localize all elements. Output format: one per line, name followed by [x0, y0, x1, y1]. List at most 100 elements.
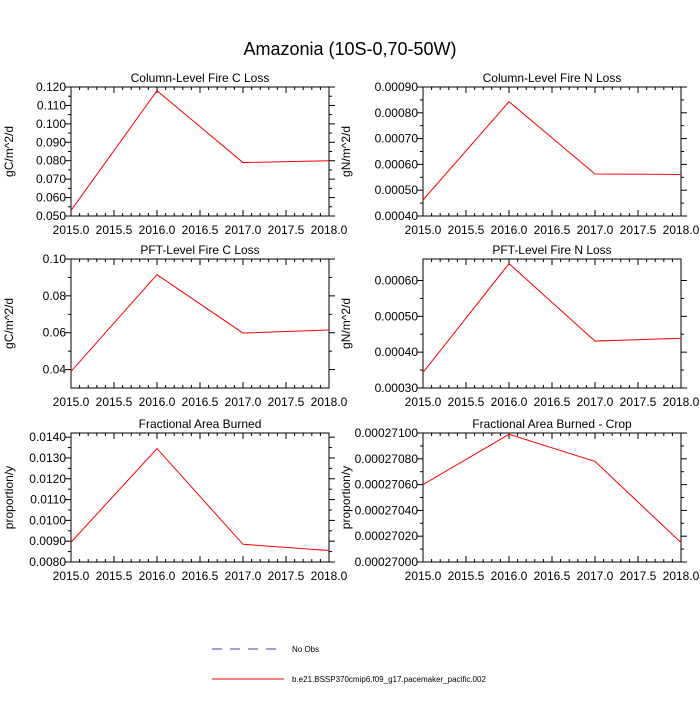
x-tick-label: 2015.5: [96, 395, 133, 409]
legend-model-label: b.e21.BSSP370cmip6.f09_g17.pacemaker_pac…: [292, 675, 486, 684]
y-tick-label: 0.110: [37, 98, 66, 112]
x-tick-label: 2018.0: [663, 395, 700, 409]
chart-panel-3: PFT-Level Fire C Loss gC/m^2/d 2015.0 2015.…: [2, 243, 348, 409]
series-line: [423, 434, 681, 542]
chart-panel-1: Column-Level Fire C Loss gC/m^2/d 2015.0 20…: [2, 71, 348, 237]
y-tick-label: 0.060: [36, 191, 66, 205]
x-tick-label: 2015.5: [448, 395, 485, 409]
x-tick-label: 2017.0: [577, 223, 614, 237]
plot-frame: [71, 259, 329, 388]
series-line: [71, 275, 329, 372]
x-tick-label: 2016.5: [182, 395, 219, 409]
x-tick-label: 2016.0: [139, 569, 176, 583]
x-tick-label: 2015.0: [53, 223, 90, 237]
legend: No Obs b.e21.BSSP370cmip6.f09_g17.pacema…: [212, 645, 486, 684]
x-tick-label: 2015.0: [405, 223, 442, 237]
y-axis-label: gN/m^2/d: [339, 298, 353, 349]
y-axis-label: proportion/y: [2, 466, 16, 529]
x-tick-label: 2017.0: [577, 569, 614, 583]
x-tick-label: 2017.5: [268, 223, 305, 237]
x-tick-label: 2016.5: [182, 569, 219, 583]
x-tick-label: 2017.5: [268, 395, 305, 409]
chart-panel-4: PFT-Level Fire N Loss gN/m^2/d 2015.0 2015.…: [339, 243, 700, 409]
x-tick-label: 2017.0: [225, 569, 262, 583]
x-tick-label: 2016.5: [534, 223, 571, 237]
x-tick-label: 2017.5: [268, 569, 305, 583]
y-tick-label: 0.0120: [29, 472, 66, 486]
y-tick-label: 0.00027080: [355, 452, 419, 466]
x-tick-label: 2015.0: [53, 569, 90, 583]
y-tick-label: 0.00090: [375, 80, 419, 94]
y-tick-label: 0.120: [36, 80, 66, 94]
plot-frame: [71, 87, 329, 216]
x-tick-label: 2015.0: [53, 395, 90, 409]
x-tick-label: 2016.0: [139, 223, 176, 237]
x-tick-label: 2016.0: [491, 223, 528, 237]
y-tick-label: 0.00027060: [355, 478, 419, 492]
series-line: [71, 91, 329, 211]
x-tick-label: 2017.0: [225, 223, 262, 237]
chart-title: Fractional Area Burned: [139, 417, 262, 431]
y-tick-label: 0.0090: [29, 534, 66, 548]
y-tick-label: 0.050: [36, 209, 66, 223]
x-tick-label: 2016.0: [491, 569, 528, 583]
plot-frame: [423, 433, 681, 562]
y-tick-label: 0.070: [36, 172, 66, 186]
x-tick-label: 2016.0: [139, 395, 176, 409]
x-tick-label: 2018.0: [663, 223, 700, 237]
y-tick-label: 0.00080: [375, 106, 419, 120]
x-tick-label: 2015.5: [96, 223, 133, 237]
x-tick-label: 2015.0: [405, 395, 442, 409]
y-tick-label: 0.00060: [375, 274, 419, 288]
y-tick-label: 0.00050: [375, 183, 419, 197]
chart-title: PFT-Level Fire N Loss: [492, 243, 611, 257]
chart-title: Column-Level Fire C Loss: [131, 71, 270, 85]
y-tick-label: 0.0100: [29, 513, 66, 527]
x-tick-label: 2016.0: [491, 395, 528, 409]
x-tick-label: 2017.0: [225, 395, 262, 409]
y-tick-label: 0.00050: [375, 309, 419, 323]
y-tick-label: 0.00027040: [355, 503, 419, 517]
y-tick-label: 0.00027000: [355, 555, 419, 569]
x-tick-label: 2016.5: [534, 569, 571, 583]
series-line: [423, 264, 681, 373]
x-tick-label: 2018.0: [311, 223, 348, 237]
y-tick-label: 0.00040: [375, 209, 419, 223]
y-tick-label: 0.00030: [375, 381, 419, 395]
legend-obs-label: No Obs: [292, 645, 319, 654]
y-axis-label: gC/m^2/d: [2, 126, 16, 177]
x-tick-label: 2017.5: [620, 395, 657, 409]
y-tick-label: 0.00027020: [355, 529, 419, 543]
x-tick-label: 2016.5: [182, 223, 219, 237]
x-tick-label: 2017.0: [577, 395, 614, 409]
y-axis-label: gN/m^2/d: [339, 126, 353, 177]
chart-title: Fractional Area Burned - Crop: [472, 417, 632, 431]
y-tick-label: 0.00060: [375, 157, 419, 171]
plot-frame: [423, 87, 681, 216]
y-tick-label: 0.04: [43, 363, 67, 377]
y-tick-label: 0.00027100: [355, 426, 419, 440]
x-tick-label: 2018.0: [663, 569, 700, 583]
y-axis-label: proportion/y: [339, 466, 353, 529]
x-tick-label: 2015.5: [448, 569, 485, 583]
x-tick-label: 2018.0: [311, 569, 348, 583]
y-tick-label: 0.10: [43, 252, 67, 266]
x-tick-label: 2018.0: [311, 395, 348, 409]
chart-panel-6: Fractional Area Burned - Crop proportion/…: [339, 417, 700, 583]
y-tick-label: 0.0140: [29, 430, 66, 444]
y-axis-label: gC/m^2/d: [2, 298, 16, 349]
x-tick-label: 2017.5: [620, 223, 657, 237]
page-title: Amazonia (10S-0,70-50W): [243, 39, 456, 59]
chart-panel-5: Fractional Area Burned proportion/y 2015.0…: [2, 417, 348, 583]
chart-title: PFT-Level Fire C Loss: [140, 243, 259, 257]
series-line: [423, 102, 681, 200]
plot-frame: [71, 433, 329, 562]
y-tick-label: 0.0130: [29, 451, 66, 465]
y-tick-label: 0.00040: [375, 345, 419, 359]
x-tick-label: 2017.5: [620, 569, 657, 583]
y-tick-label: 0.0110: [30, 493, 66, 507]
y-tick-label: 0.090: [36, 135, 66, 149]
